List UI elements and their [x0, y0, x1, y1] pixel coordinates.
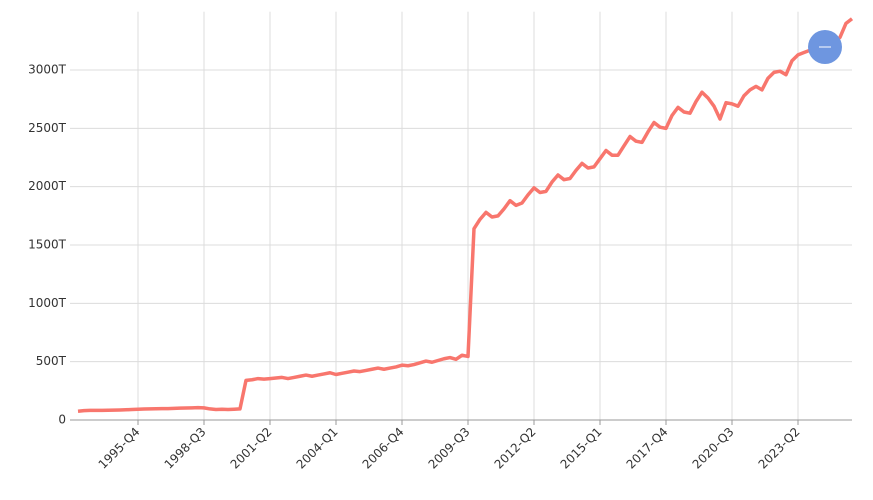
x-tick-label: 2023-Q2: [756, 425, 803, 472]
x-tick-label: 2020-Q3: [690, 425, 737, 472]
x-tick-label: 2006-Q4: [360, 425, 407, 472]
x-tick-label: 2017-Q4: [624, 425, 671, 472]
x-tick-label: 1998-Q3: [162, 425, 209, 472]
y-tick-label: 1500T: [28, 238, 67, 252]
y-tick-label: 500T: [36, 354, 67, 368]
x-tick-label: 2009-Q3: [426, 425, 473, 472]
x-tick-label: 2004-Q1: [294, 425, 341, 472]
y-tick-label: 0: [58, 413, 66, 427]
x-tick-label: 1995-Q4: [96, 425, 143, 472]
x-tick-label: 2015-Q1: [558, 425, 605, 472]
y-tick-label: 1000T: [28, 296, 67, 310]
plot: 0 500T 1000T 1500T 2000T 2500T 3000T 1995-Q4 199…: [28, 11, 854, 472]
x-tick-label: 2012-Q2: [492, 425, 539, 472]
y-tick-label: 3000T: [28, 63, 67, 77]
y-tick-label: 2000T: [28, 179, 67, 193]
y-tick-label: 2500T: [28, 121, 67, 135]
line: [77, 17, 854, 413]
x-tick-label: 2001-Q2: [228, 425, 275, 472]
